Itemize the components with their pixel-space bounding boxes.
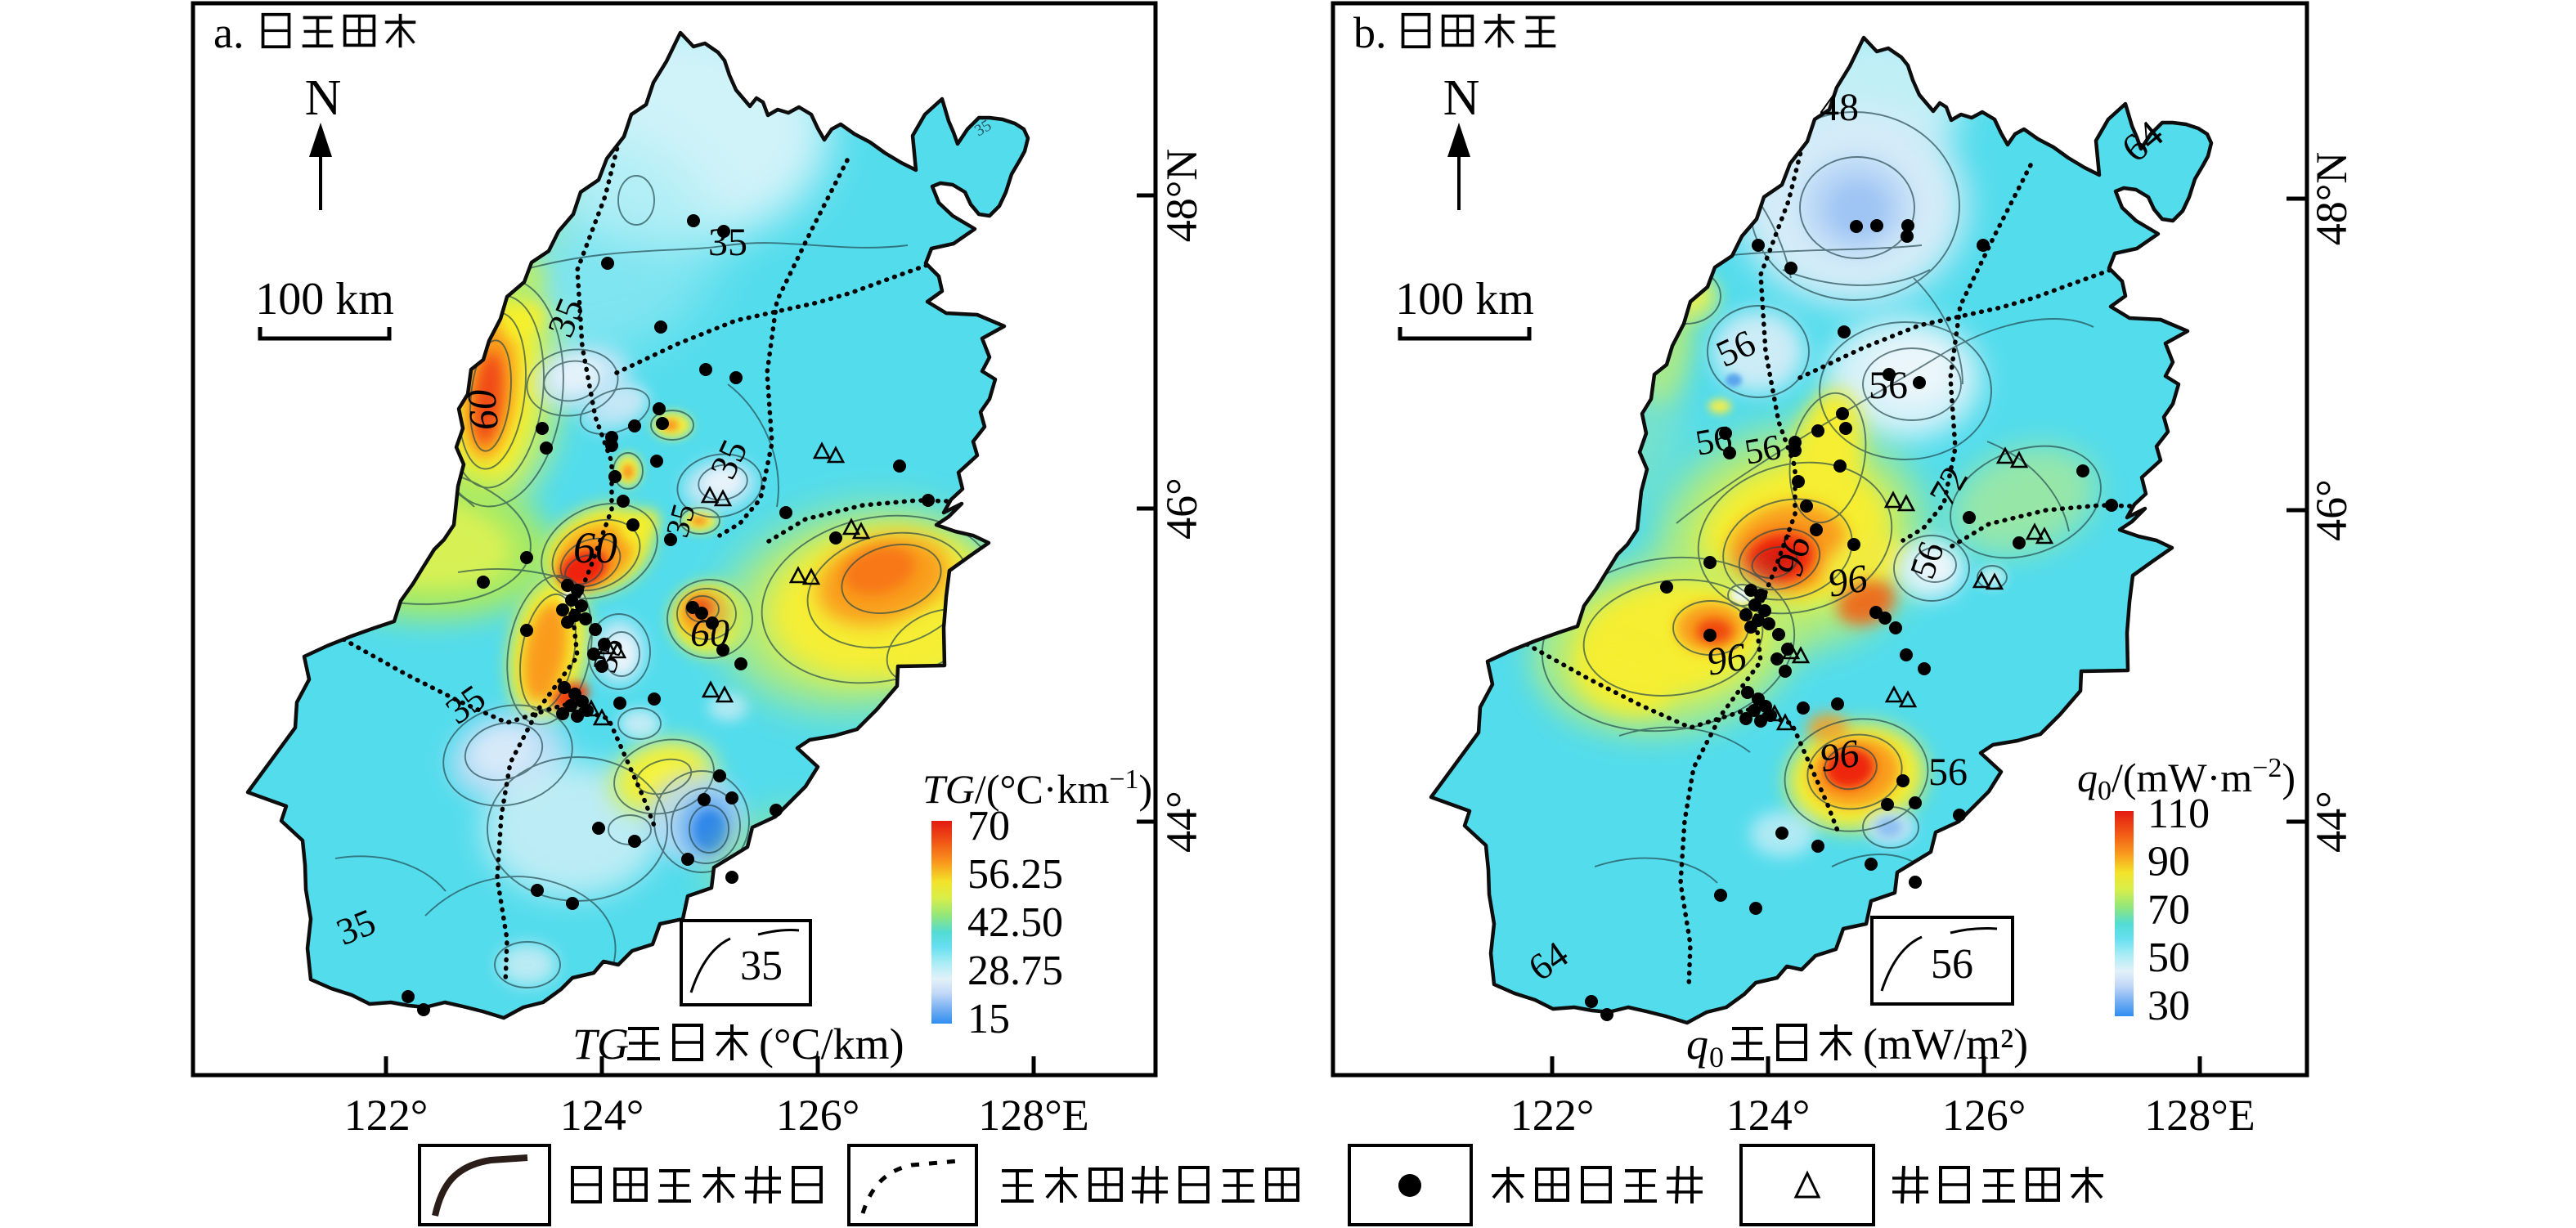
svg-text:48: 48 [1820, 86, 1859, 129]
svg-text:TG: TG [572, 1020, 629, 1069]
svg-text:48°N: 48°N [2307, 152, 2356, 246]
svg-text:60: 60 [690, 612, 729, 655]
svg-text:122°: 122° [1510, 1091, 1595, 1140]
svg-text:90: 90 [2147, 839, 2190, 885]
svg-text:126°: 126° [776, 1091, 860, 1140]
svg-text:b.: b. [1353, 8, 1387, 57]
svg-text:q: q [1686, 1020, 1708, 1069]
svg-text:60: 60 [458, 388, 507, 432]
svg-text:128°E: 128°E [2144, 1091, 2255, 1140]
svg-text:50: 50 [2147, 934, 2190, 981]
svg-text:(°C/km): (°C/km) [759, 1020, 904, 1069]
svg-text:96: 96 [1703, 634, 1749, 684]
svg-text:126°: 126° [1942, 1091, 2026, 1140]
svg-text:42.50: 42.50 [967, 899, 1063, 946]
svg-text:0: 0 [1709, 1041, 1724, 1073]
svg-text:60: 60 [573, 523, 617, 572]
svg-text:100 km: 100 km [255, 274, 394, 325]
svg-text:44°: 44° [2307, 791, 2356, 853]
svg-text:110: 110 [2147, 791, 2210, 837]
svg-text:N: N [1443, 70, 1480, 126]
svg-text:q0/(mW·m−2): q0/(mW·m−2) [2077, 753, 2296, 806]
svg-text:a.: a. [213, 8, 244, 57]
svg-text:(mW/m²): (mW/m²) [1863, 1020, 2028, 1069]
svg-text:100 km: 100 km [1395, 274, 1534, 325]
svg-text:124°: 124° [560, 1091, 644, 1140]
svg-text:30: 30 [2147, 983, 2190, 1029]
svg-text:35: 35 [708, 221, 747, 264]
svg-text:56: 56 [1869, 364, 1908, 407]
svg-text:56: 56 [1931, 941, 1973, 988]
svg-text:46°: 46° [1157, 477, 1206, 540]
svg-text:44°: 44° [1157, 791, 1206, 853]
svg-text:96: 96 [1824, 556, 1870, 606]
svg-text:70: 70 [967, 803, 1010, 849]
svg-text:56: 56 [1693, 418, 1735, 464]
svg-text:N: N [305, 70, 342, 126]
svg-text:128°E: 128°E [978, 1091, 1089, 1140]
svg-text:96: 96 [1816, 731, 1862, 781]
svg-text:56: 56 [1928, 751, 1968, 794]
svg-text:124°: 124° [1726, 1091, 1811, 1140]
svg-text:15: 15 [967, 996, 1010, 1042]
svg-text:28.75: 28.75 [967, 948, 1063, 994]
svg-text:56.25: 56.25 [967, 851, 1063, 898]
svg-text:46°: 46° [2307, 479, 2356, 541]
svg-text:35: 35 [740, 943, 783, 989]
svg-text:48°N: 48°N [1157, 149, 1206, 243]
svg-text:122°: 122° [344, 1091, 429, 1140]
svg-text:56: 56 [1742, 427, 1784, 473]
svg-text:70: 70 [2147, 886, 2190, 933]
